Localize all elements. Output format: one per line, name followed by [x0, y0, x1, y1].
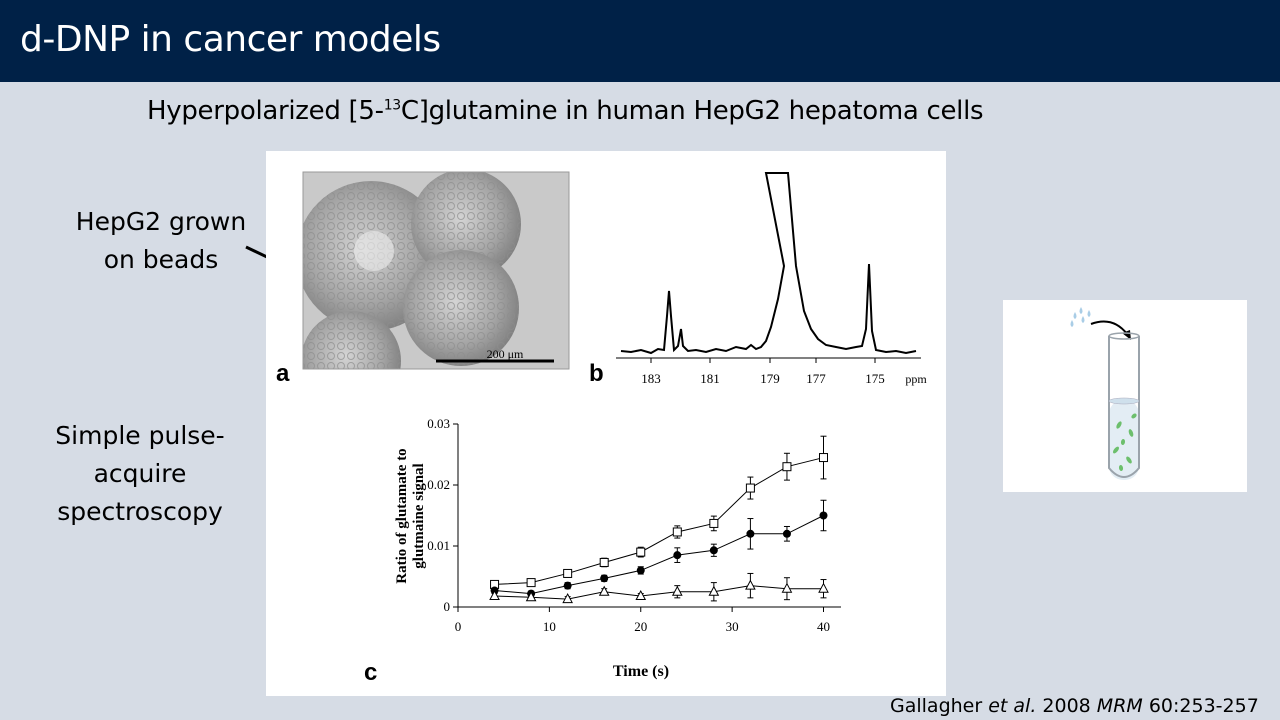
panel-a-letter: a — [276, 360, 290, 387]
droplet-icon — [1070, 320, 1074, 327]
droplet-icon — [1087, 310, 1091, 317]
scale-bar-label: 200 μm — [487, 347, 524, 361]
data-point-circle — [746, 529, 755, 538]
citation-journal: MRM — [1096, 695, 1143, 717]
test-tube-illustration — [1003, 300, 1247, 492]
spectrum-tick-label: 179 — [760, 371, 780, 386]
series-line — [494, 457, 824, 585]
x-tick-label: 30 — [726, 619, 739, 634]
liquid-surface — [1108, 397, 1140, 405]
glutamate-ratio-chart: Ratio of glutamate to glutmaine signal T… — [364, 416, 841, 686]
citation-year: 2008 — [1036, 695, 1097, 717]
data-point-circle — [563, 581, 572, 590]
x-tick-label: 20 — [634, 619, 647, 634]
beads-label: HepG2 grown on beads — [60, 203, 262, 279]
micrograph-image — [302, 171, 570, 370]
beads-label-line: HepG2 grown — [75, 207, 247, 236]
test-tube-icon — [1108, 336, 1140, 478]
spectroscopy-label-line: acquire — [93, 459, 187, 488]
data-point-square — [819, 453, 828, 463]
data-point-triangle — [489, 589, 500, 601]
x-tick-label: 40 — [817, 619, 830, 634]
citation-author: Gallagher — [890, 695, 989, 717]
data-point-triangle — [525, 591, 537, 602]
x-axis-label: Time (s) — [613, 663, 669, 680]
nmr-spectrum-line — [620, 172, 917, 355]
data-point-square — [782, 462, 792, 472]
citation-pages: 60:253-257 — [1142, 695, 1259, 717]
tube-rim — [1108, 332, 1140, 340]
y-tick-label: 0.03 — [427, 416, 450, 431]
x-tick-label: 0 — [455, 619, 462, 634]
series-line — [494, 515, 824, 595]
data-point-square — [563, 568, 573, 578]
test-tube-svg — [1070, 307, 1140, 480]
citation: Gallagher et al. 2008 MRM 60:253-257 — [890, 695, 1259, 717]
beads-label-line: on beads — [103, 245, 219, 274]
spectrum-unit-label: ppm — [905, 372, 927, 386]
x-tick-label: 10 — [543, 619, 556, 634]
title-bar: d-DNP in cancer models — [0, 0, 1280, 82]
data-point-triangle — [818, 582, 829, 593]
data-point-triangle — [781, 582, 793, 593]
subtitle-part: Hyperpolarized [5- — [147, 96, 384, 126]
slide-subtitle: Hyperpolarized [5-13C]glutamine in human… — [147, 96, 984, 126]
data-point-square — [526, 578, 536, 588]
data-point-circle — [819, 511, 828, 520]
data-point-square — [599, 557, 609, 567]
spectroscopy-label: Simple pulse- acquire spectroscopy — [40, 417, 240, 531]
series-line — [494, 585, 824, 600]
data-point-triangle — [708, 585, 720, 596]
spectrum-ticks — [650, 358, 876, 363]
data-point-triangle — [598, 585, 610, 596]
spectroscopy-label-line: spectroscopy — [57, 497, 223, 526]
citation-etal: et al. — [988, 695, 1037, 717]
y-axis-label: Ratio of glutamate to — [394, 448, 410, 583]
data-point-circle — [636, 566, 645, 575]
figure-svg: 200 μm a 183 181 179 177 175 ppm b Ratio… — [276, 171, 927, 686]
figure-panel: 200 μm a 183 181 179 177 175 ppm b Ratio… — [266, 151, 946, 696]
droplet-icon — [1079, 307, 1083, 314]
data-point-square — [636, 547, 646, 557]
droplet-icon — [1081, 316, 1085, 323]
data-point-circle — [709, 546, 718, 555]
cell-beads — [1113, 413, 1137, 471]
subtitle-part: C]glutamine in human HepG2 hepatoma cell… — [400, 96, 984, 126]
curved-arrow-icon — [1090, 320, 1128, 335]
spectroscopy-label-line: Simple pulse- — [55, 421, 225, 450]
data-point-circle — [673, 551, 682, 560]
y-tick-label: 0.02 — [427, 477, 450, 492]
panel-c-letter: c — [364, 659, 377, 686]
panel-b-letter: b — [589, 360, 604, 387]
data-point-triangle — [671, 585, 683, 596]
data-point-triangle — [562, 593, 573, 604]
y-tick-label: 0 — [444, 599, 451, 614]
data-point-triangle — [635, 589, 647, 601]
data-point-triangle — [745, 579, 756, 590]
data-point-circle — [600, 574, 609, 583]
slide-title: d-DNP in cancer models — [20, 19, 441, 60]
subtitle-isotope: 13 — [383, 97, 402, 114]
data-point-circle — [782, 529, 791, 538]
spectrum-tick-label: 177 — [806, 371, 826, 386]
droplet-icon — [1073, 312, 1077, 319]
spectrum-tick-label: 175 — [865, 371, 885, 386]
y-tick-label: 0.01 — [427, 538, 450, 553]
data-point-square — [745, 483, 755, 493]
data-point-square — [672, 527, 682, 537]
data-point-square — [709, 518, 719, 528]
y-axis-label: glutmaine signal — [411, 463, 427, 568]
spectrum-tick-label: 181 — [700, 371, 720, 386]
spectrum-tick-label: 183 — [641, 371, 661, 386]
